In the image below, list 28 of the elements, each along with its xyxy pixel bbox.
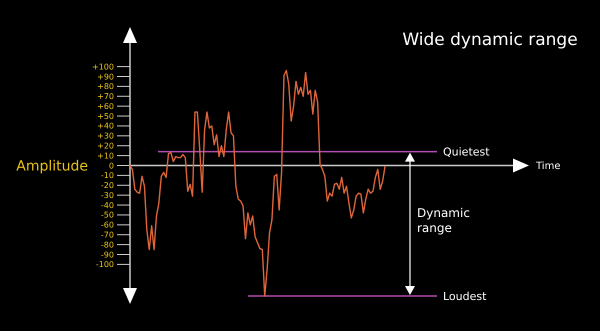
y-tick-label: -70 xyxy=(100,230,114,240)
y-tick-label: 0 xyxy=(108,161,114,170)
text: Dynamic range xyxy=(417,206,470,235)
y-tick-label: +70 xyxy=(97,92,114,102)
y-tick-label: +40 xyxy=(97,122,114,131)
text: Wide dynamic range xyxy=(402,30,578,50)
y-axis-title: Amplitude xyxy=(16,158,88,174)
y-tick-label: -50 xyxy=(100,210,114,220)
y-tick-label: -30 xyxy=(100,190,114,200)
y-tick-label: -60 xyxy=(100,220,114,230)
line-series xyxy=(129,70,386,297)
y-tick-label: -90 xyxy=(100,250,114,260)
y-tick-label: +90 xyxy=(97,72,114,82)
text: Time xyxy=(535,161,560,172)
y-tick-label: -80 xyxy=(100,240,114,250)
y-tick-label: +10 xyxy=(97,151,114,160)
ref-line-label: Loudest xyxy=(443,290,488,303)
y-tick-label: +80 xyxy=(97,82,114,92)
y-tick-label: -40 xyxy=(100,200,114,210)
y-tick-label: -20 xyxy=(100,181,114,190)
y-tick-label: -10 xyxy=(100,171,114,180)
y-tick-label: +100 xyxy=(92,62,114,72)
y-tick-label: +30 xyxy=(97,132,114,141)
y-tick-label: +20 xyxy=(97,142,114,151)
ref-line-label: Quietest xyxy=(443,146,490,159)
y-tick-label: +60 xyxy=(97,102,114,111)
y-tick-label: -100 xyxy=(96,260,114,270)
y-tick-label: +50 xyxy=(97,112,114,121)
